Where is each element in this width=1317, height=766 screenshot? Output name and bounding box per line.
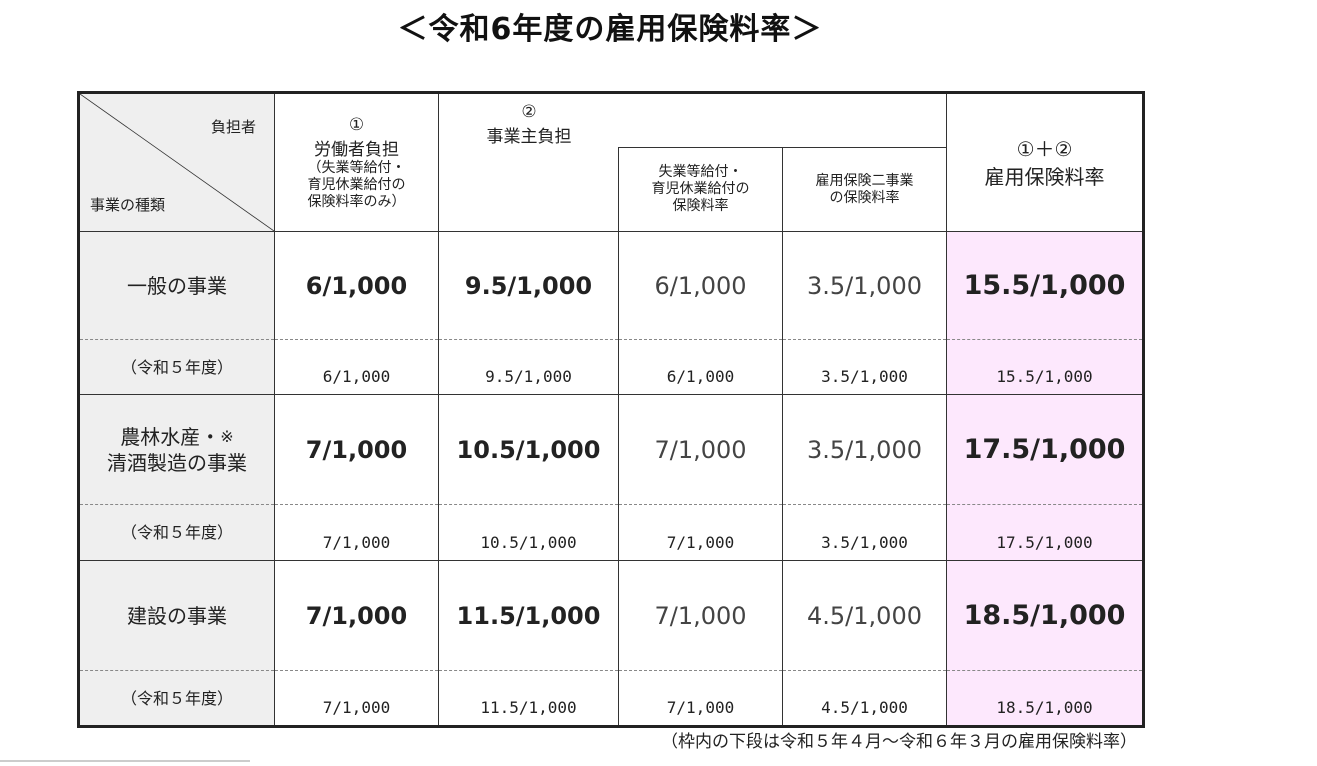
worker-num: ① bbox=[348, 114, 365, 135]
worker-rate: 7/1,000 bbox=[274, 394, 439, 505]
employer-num: ② bbox=[521, 102, 537, 122]
unemployment-rate: 7/1,000 bbox=[618, 560, 783, 671]
table-row-previous: （令和５年度） 6/1,000 9.5/1,000 6/1,000 3.5/1,… bbox=[78, 339, 1145, 395]
total-rate-header: ①＋② 雇用保険料率 bbox=[946, 92, 1145, 232]
unemployment-header: 失業等給付・ 育児休業給付の 保険料率 bbox=[618, 147, 783, 232]
two-projects-rate: 3.5/1,000 bbox=[781, 231, 948, 340]
category-cell: 建設の事業 bbox=[78, 560, 275, 671]
note-mark: ※ bbox=[220, 426, 234, 446]
page-title: ＜令和6年度の雇用保険料率＞ bbox=[397, 12, 823, 47]
unemp-line2: 育児休業給付の bbox=[651, 181, 750, 197]
diagonal-line bbox=[80, 94, 274, 231]
category-label: 一般の事業 bbox=[127, 273, 227, 298]
business-type-label: 事業の種類 bbox=[90, 196, 166, 214]
prev-employer-rate: 10.5/1,000 bbox=[438, 504, 619, 561]
prev-total-rate: 15.5/1,000 bbox=[946, 339, 1145, 395]
previous-year-label: （令和５年度） bbox=[78, 670, 275, 727]
two-proj-line2: の保険料率 bbox=[829, 189, 900, 206]
diagonal-header-cell: 負担者 事業の種類 bbox=[78, 92, 275, 232]
total-rate: 17.5/1,000 bbox=[946, 394, 1145, 505]
category-label-line1: 農林水産・ bbox=[120, 424, 221, 449]
prev-unemployment-rate: 6/1,000 bbox=[618, 339, 783, 395]
table-row-previous: （令和５年度） 7/1,000 11.5/1,000 7/1,000 4.5/1… bbox=[78, 670, 1145, 727]
worker-burden-header: ① 労働者負担 （失業等給付・ 育児休業給付の 保険料率のみ） bbox=[274, 92, 439, 232]
employer-title: 事業主負担 bbox=[486, 127, 572, 147]
unemp-line1: 失業等給付・ bbox=[658, 164, 743, 180]
worker-rate: 7/1,000 bbox=[274, 560, 439, 671]
total-header-line2: 雇用保険料率 bbox=[984, 164, 1105, 189]
footnote: （枠内の下段は令和５年４月～令和６年３月の雇用保険料率） bbox=[661, 732, 1137, 752]
worker-note-1: （失業等給付・ bbox=[307, 159, 406, 176]
previous-year-label: （令和５年度） bbox=[78, 504, 275, 561]
prev-total-rate: 17.5/1,000 bbox=[946, 504, 1145, 561]
unemployment-rate: 7/1,000 bbox=[618, 394, 783, 505]
employer-rate: 11.5/1,000 bbox=[438, 560, 619, 671]
prev-two-projects-rate: 4.5/1,000 bbox=[781, 670, 948, 727]
divider bbox=[0, 760, 250, 762]
previous-year-label: （令和５年度） bbox=[78, 339, 275, 395]
two-projects-header: 雇用保険二事業 の保険料率 bbox=[781, 147, 948, 232]
table-row: 農林水産・※ 清酒製造の事業 7/1,000 10.5/1,000 7/1,00… bbox=[78, 394, 1145, 505]
category-label-line2: 清酒製造の事業 bbox=[107, 450, 247, 475]
table-row: 一般の事業 6/1,000 9.5/1,000 6/1,000 3.5/1,00… bbox=[78, 231, 1145, 340]
worker-note-3: 保険料率のみ） bbox=[307, 193, 406, 210]
worker-note-2: 育児休業給付の bbox=[307, 176, 406, 193]
unemp-line3: 保険料率 bbox=[672, 198, 729, 214]
category-cell: 農林水産・※ 清酒製造の事業 bbox=[78, 394, 275, 505]
employer-burden-header: ② 事業主負担 bbox=[437, 92, 948, 148]
prev-worker-rate: 7/1,000 bbox=[274, 670, 439, 727]
table-row: 建設の事業 7/1,000 11.5/1,000 7/1,000 4.5/1,0… bbox=[78, 560, 1145, 671]
employer-rate: 9.5/1,000 bbox=[438, 231, 619, 340]
worker-rate: 6/1,000 bbox=[274, 231, 439, 340]
total-header-line1: ①＋② bbox=[1016, 136, 1073, 161]
burden-label: 負担者 bbox=[210, 118, 256, 136]
employer-blank bbox=[438, 147, 619, 232]
prev-unemployment-rate: 7/1,000 bbox=[618, 670, 783, 727]
prev-worker-rate: 7/1,000 bbox=[274, 504, 439, 561]
worker-title: 労働者負担 bbox=[314, 139, 399, 160]
category-cell: 一般の事業 bbox=[78, 231, 275, 340]
two-proj-line1: 雇用保険二事業 bbox=[815, 172, 914, 189]
prev-unemployment-rate: 7/1,000 bbox=[618, 504, 783, 561]
prev-worker-rate: 6/1,000 bbox=[274, 339, 439, 395]
category-label: 建設の事業 bbox=[127, 603, 227, 628]
employer-rate: 10.5/1,000 bbox=[438, 394, 619, 505]
insurance-rate-table: 負担者 事業の種類 ① 労働者負担 （失業等給付・ 育児休業給付の 保険料率のみ… bbox=[77, 91, 1146, 728]
two-projects-rate: 4.5/1,000 bbox=[781, 560, 948, 671]
prev-employer-rate: 9.5/1,000 bbox=[438, 339, 619, 395]
total-rate: 18.5/1,000 bbox=[946, 560, 1145, 671]
total-rate: 15.5/1,000 bbox=[946, 231, 1145, 340]
table-row-previous: （令和５年度） 7/1,000 10.5/1,000 7/1,000 3.5/1… bbox=[78, 504, 1145, 561]
prev-total-rate: 18.5/1,000 bbox=[946, 670, 1145, 727]
prev-two-projects-rate: 3.5/1,000 bbox=[781, 504, 948, 561]
prev-two-projects-rate: 3.5/1,000 bbox=[781, 339, 948, 395]
prev-employer-rate: 11.5/1,000 bbox=[438, 670, 619, 727]
unemployment-rate: 6/1,000 bbox=[618, 231, 783, 340]
two-projects-rate: 3.5/1,000 bbox=[781, 394, 948, 505]
